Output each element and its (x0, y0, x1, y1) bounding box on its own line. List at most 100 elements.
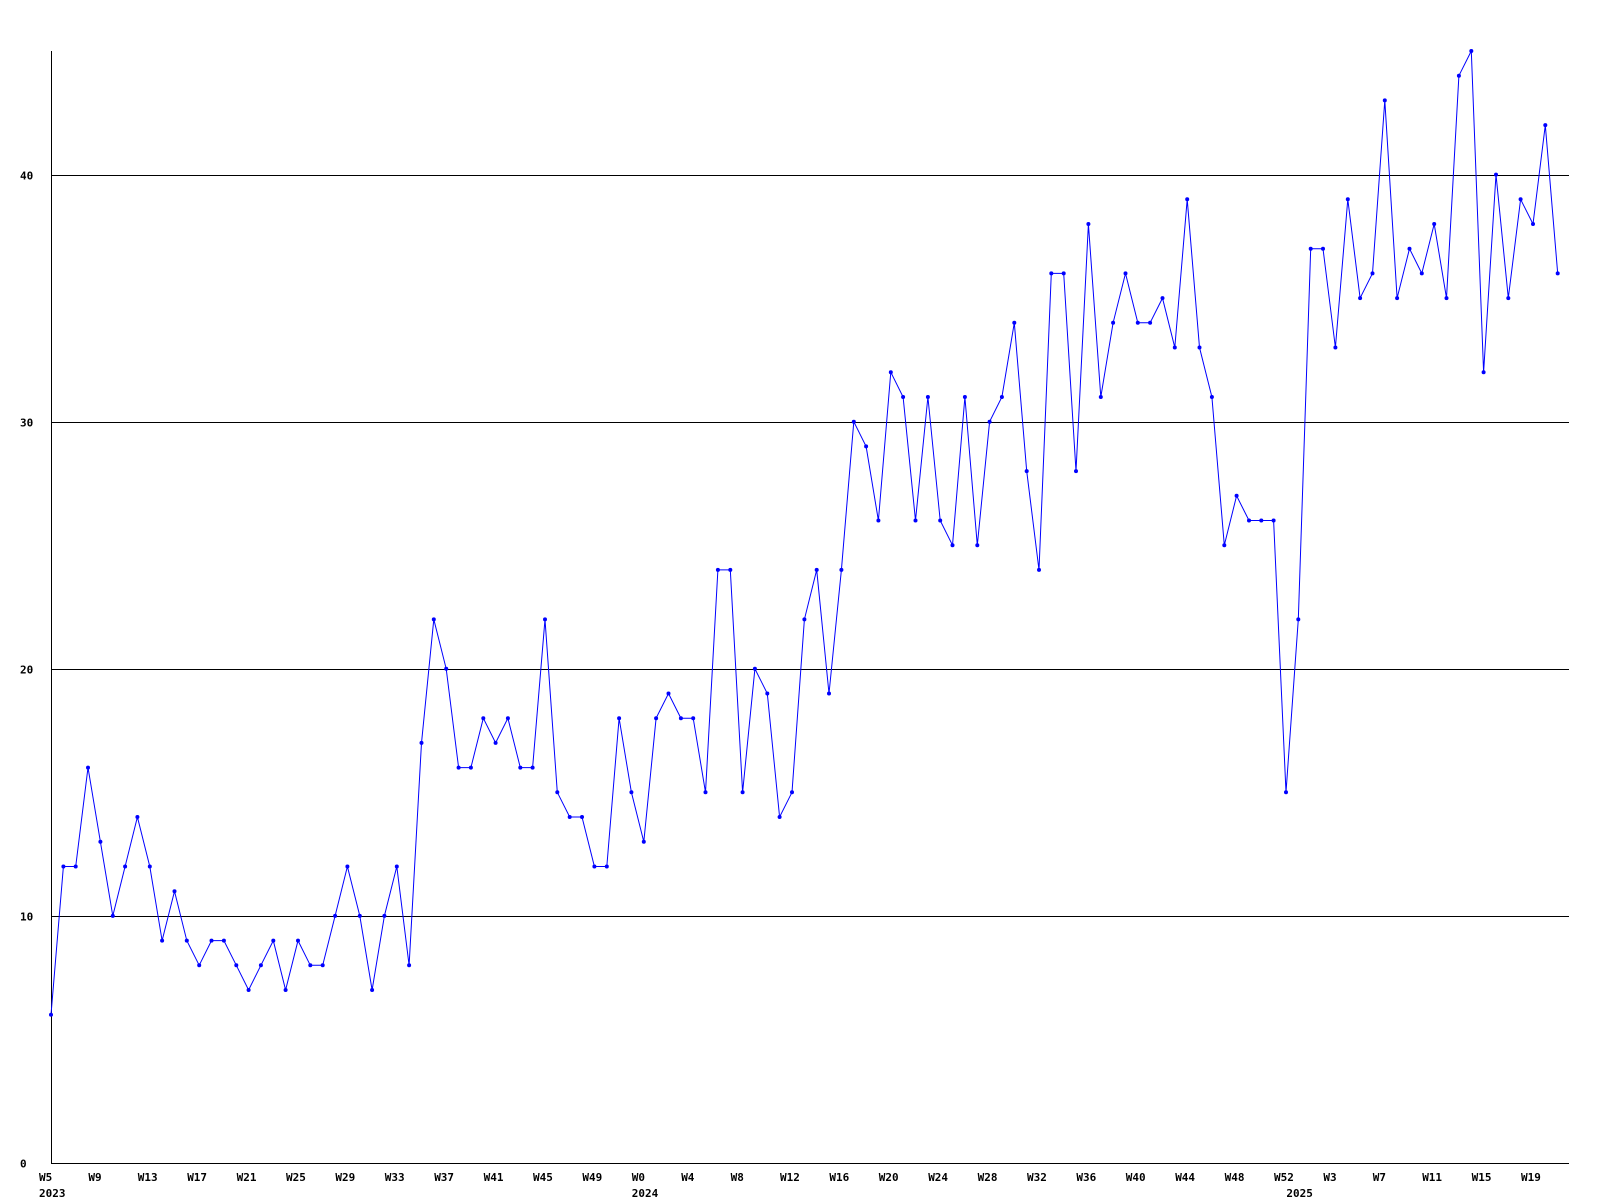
data-series (49, 49, 1560, 1017)
x-tick-label: W15 (1472, 1171, 1492, 1184)
data-point (1148, 320, 1153, 325)
data-point (1271, 518, 1276, 523)
data-point (728, 567, 733, 572)
x-tick-label: W5 (39, 1171, 52, 1184)
data-point (567, 815, 572, 819)
data-point (394, 864, 399, 869)
x-tick-label: W45 (533, 1171, 553, 1184)
data-point (950, 543, 955, 548)
x-tick-label: W41 (484, 1171, 504, 1184)
data-point (864, 444, 869, 449)
data-point (1469, 49, 1474, 53)
data-point (641, 839, 646, 844)
data-point (98, 839, 103, 844)
x-tick-label: W16 (829, 1171, 849, 1184)
data-point (296, 938, 300, 943)
data-point (1234, 493, 1239, 498)
x-tick-label: W11 (1422, 1171, 1442, 1184)
data-point (1494, 172, 1498, 177)
data-point (629, 790, 634, 795)
data-point (1012, 320, 1017, 325)
data-point (221, 938, 226, 943)
data-point (1432, 222, 1437, 226)
data-point (1123, 271, 1128, 276)
data-point (1037, 567, 1041, 572)
data-point (283, 988, 288, 992)
data-point (1284, 790, 1288, 795)
data-point (604, 864, 609, 869)
data-point (370, 988, 375, 992)
data-point (135, 815, 140, 819)
data-point (777, 815, 782, 819)
x-tick-label: W44 (1175, 1171, 1195, 1184)
data-point (1345, 197, 1350, 202)
data-point (86, 765, 90, 770)
data-point (61, 864, 66, 869)
data-point (814, 567, 819, 572)
data-point (1321, 246, 1325, 251)
year-labels: 2023 2024 2025 (39, 1187, 1313, 1200)
data-point (999, 395, 1004, 399)
data-point (666, 691, 671, 696)
data-point (308, 963, 313, 968)
data-point (888, 370, 893, 375)
data-point (172, 889, 177, 894)
data-point (715, 567, 720, 572)
axes (51, 51, 1569, 1164)
data-point (1407, 246, 1412, 251)
data-point (1098, 395, 1103, 399)
data-point (258, 963, 263, 968)
data-point (1185, 197, 1190, 202)
data-point (530, 765, 535, 770)
x-tick-label: W49 (582, 1171, 602, 1184)
data-point (938, 518, 943, 523)
x-tick-label: W32 (1027, 1171, 1047, 1184)
data-point (160, 938, 165, 943)
series-line (50, 50, 1559, 1015)
data-point (876, 518, 881, 523)
data-point (740, 790, 745, 795)
data-point (518, 765, 523, 770)
x-tick-label: W37 (434, 1171, 454, 1184)
x-tick-label: W13 (138, 1171, 158, 1184)
data-point (580, 815, 584, 819)
data-point (468, 765, 473, 770)
x-tick-label: W25 (286, 1171, 306, 1184)
x-tick-label: W28 (978, 1171, 998, 1184)
data-point (1308, 246, 1313, 251)
x-tick-label: W48 (1225, 1171, 1245, 1184)
data-point (1209, 395, 1214, 399)
data-point (320, 963, 325, 968)
data-point (481, 716, 486, 721)
data-point (543, 617, 547, 622)
data-point (197, 963, 202, 968)
data-point (901, 395, 906, 399)
data-point (654, 716, 659, 721)
y-tick-label: 20 (20, 664, 33, 677)
data-point (1333, 345, 1338, 350)
data-point (987, 419, 992, 424)
data-point (975, 543, 980, 548)
data-point (839, 567, 844, 572)
data-point (555, 790, 560, 795)
data-point (1160, 296, 1165, 301)
year-label: 2024 (632, 1187, 659, 1200)
data-point (1024, 469, 1029, 474)
data-point (123, 864, 128, 869)
data-point (1259, 518, 1264, 523)
year-label: 2025 (1286, 1187, 1313, 1200)
data-point (752, 666, 757, 671)
x-tick-label: W29 (335, 1171, 355, 1184)
data-point (419, 740, 424, 745)
x-tick-label: W0 (632, 1171, 645, 1184)
data-point (456, 765, 461, 770)
x-tick-label: W7 (1373, 1171, 1386, 1184)
x-tick-label: W17 (187, 1171, 207, 1184)
data-point (1531, 222, 1535, 226)
data-point (913, 518, 918, 523)
data-point (184, 938, 189, 943)
data-point (246, 988, 251, 992)
data-point (925, 395, 930, 399)
data-point (1456, 73, 1461, 78)
data-point (1419, 271, 1424, 276)
